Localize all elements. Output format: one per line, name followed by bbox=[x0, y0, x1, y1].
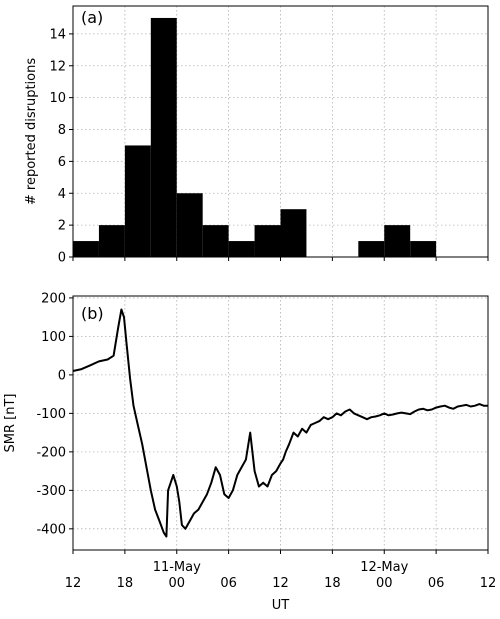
panel-a-disruption-histogram: 0 2 4 6 8 10 12 14 (a) # reported disruptions bbox=[24, 5, 489, 266]
x-tick-label: 18 bbox=[324, 576, 341, 591]
panel-b-ytick-label: 100 bbox=[41, 330, 66, 345]
disruption-bar bbox=[384, 225, 411, 257]
disruption-bar bbox=[176, 193, 203, 257]
panel-a-ytick-label: 6 bbox=[58, 155, 66, 170]
panel-b-ytick-label: 0 bbox=[58, 368, 66, 383]
date-label: 11-May bbox=[153, 560, 201, 575]
disruption-bar bbox=[228, 241, 255, 257]
disruption-bar bbox=[150, 17, 177, 258]
x-axis-title: UT bbox=[272, 598, 290, 613]
panel-a-ticks: 0 2 4 6 8 10 12 14 bbox=[49, 27, 489, 266]
disruption-bar bbox=[98, 225, 125, 257]
panel-a-ytick-label: 10 bbox=[49, 91, 66, 106]
panel-a-y-axis-title: # reported disruptions bbox=[24, 58, 39, 205]
disruption-bar bbox=[358, 241, 385, 257]
date-label: 12-May bbox=[360, 560, 408, 575]
panel-a-ytick-label: 14 bbox=[49, 27, 66, 42]
panel-a-ytick-label: 2 bbox=[58, 219, 66, 234]
x-tick-label: 12 bbox=[480, 576, 497, 591]
panel-a-ytick-label: 8 bbox=[58, 123, 66, 138]
disruption-bar bbox=[202, 225, 229, 257]
x-tick-label: 06 bbox=[220, 576, 237, 591]
disruption-bar bbox=[73, 241, 99, 257]
panel-b-y-axis-title: SMR [nT] bbox=[3, 394, 18, 453]
panel-a-ytick-label: 4 bbox=[58, 187, 66, 202]
panel-b-ytick-label: -200 bbox=[36, 445, 66, 460]
disruption-bar bbox=[280, 209, 307, 257]
panel-b-ytick-label: -400 bbox=[36, 522, 66, 537]
panel-a-ytick-label: 0 bbox=[58, 251, 66, 266]
x-tick-label: 12 bbox=[65, 576, 82, 591]
panel-b-ytick-label: 200 bbox=[41, 291, 66, 306]
disruption-bar bbox=[254, 225, 281, 257]
disruption-bar bbox=[124, 145, 151, 257]
x-axis-date-labels: 11-May 12-May bbox=[153, 560, 409, 575]
panel-b-label: (b) bbox=[81, 304, 104, 323]
panel-a-bars bbox=[73, 17, 437, 258]
x-axis-tick-labels: 12 18 00 06 12 18 00 06 12 bbox=[65, 576, 497, 591]
x-tick-label: 00 bbox=[168, 576, 185, 591]
x-tick-label: 00 bbox=[376, 576, 393, 591]
panel-b-grid bbox=[72, 296, 489, 550]
x-tick-label: 06 bbox=[428, 576, 445, 591]
panel-a-label: (a) bbox=[81, 8, 103, 27]
panel-b-ticks: -400 -300 -200 -100 0 100 200 bbox=[36, 291, 489, 554]
x-tick-label: 18 bbox=[117, 576, 134, 591]
panel-b-ytick-label: -100 bbox=[36, 407, 66, 422]
panel-b-frame bbox=[72, 295, 489, 551]
smr-series-line bbox=[72, 308, 488, 538]
x-tick-label: 12 bbox=[272, 576, 289, 591]
disruption-bar bbox=[410, 241, 437, 257]
panel-a-ytick-label: 12 bbox=[49, 59, 66, 74]
panel-b-ytick-label: -300 bbox=[36, 484, 66, 499]
